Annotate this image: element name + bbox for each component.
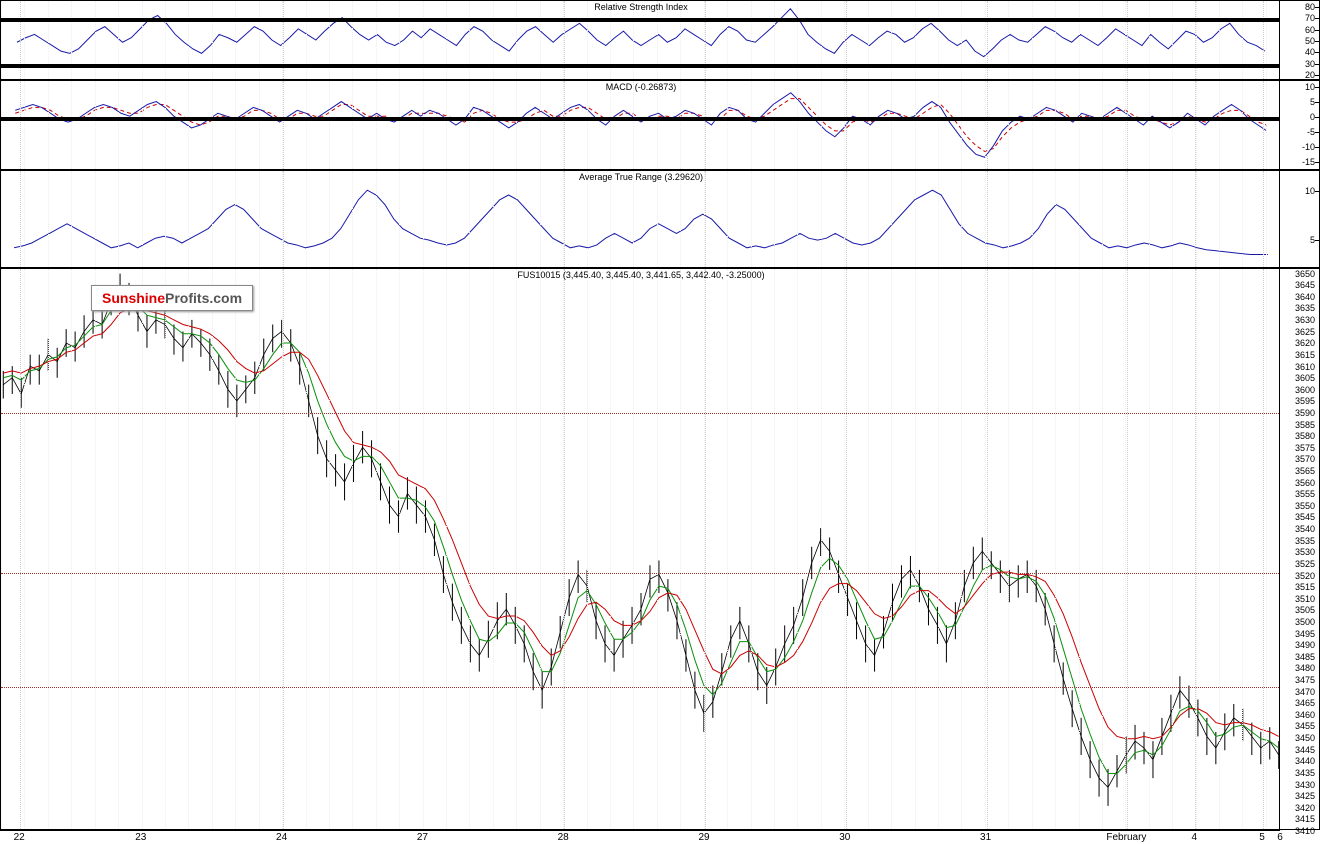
watermark-text1: Sunshine [102, 290, 165, 306]
rsi-panel: Relative Strength Index 20304050607080 [0, 0, 1320, 80]
rsi-yaxis: 20304050607080 [1279, 1, 1319, 79]
macd-plot[interactable]: MACD (-0.26873) [1, 81, 1281, 169]
atr-title: Average True Range (3.29620) [579, 172, 703, 182]
macd-panel: MACD (-0.26873) -15-10-50510 [0, 80, 1320, 170]
price-panel: FUS10015 (3,445.40, 3,445.40, 3,441.65, … [0, 268, 1320, 830]
watermark: SunshineProfits.com [91, 285, 253, 311]
price-title: FUS10015 (3,445.40, 3,445.40, 3,441.65, … [517, 270, 764, 280]
rsi-title: Relative Strength Index [594, 2, 688, 12]
rsi-plot[interactable]: Relative Strength Index [1, 1, 1281, 79]
macd-yaxis: -15-10-50510 [1279, 81, 1319, 169]
atr-plot[interactable]: Average True Range (3.29620) [1, 171, 1281, 267]
chart-container: Relative Strength Index 20304050607080 M… [0, 0, 1320, 844]
x-axis: 2223242728293031February546 [0, 830, 1280, 844]
watermark-text2: Profits.com [165, 290, 242, 306]
macd-title: MACD (-0.26873) [606, 82, 677, 92]
atr-yaxis: 510 [1279, 171, 1319, 267]
price-plot[interactable]: FUS10015 (3,445.40, 3,445.40, 3,441.65, … [1, 269, 1281, 829]
atr-panel: Average True Range (3.29620) 510 [0, 170, 1320, 268]
price-yaxis: 3410341534203425343034353440344534503455… [1279, 269, 1319, 829]
